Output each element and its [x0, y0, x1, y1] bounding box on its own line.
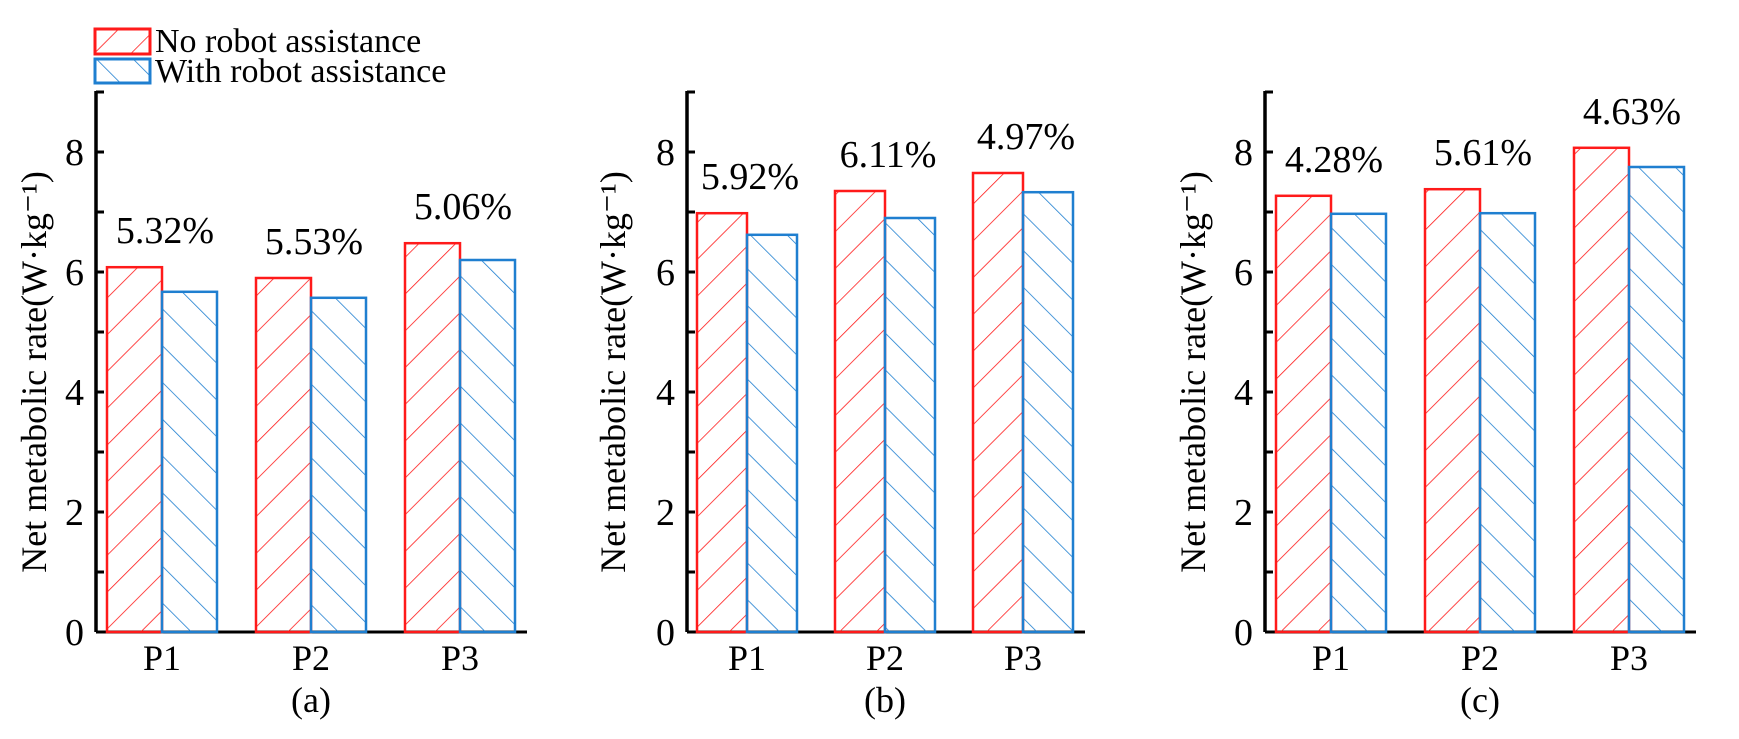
bar-with-assist-p3 [1021, 190, 1075, 634]
y-tick-label: 0 [1234, 612, 1253, 654]
bar-no-assist-p3 [403, 241, 462, 634]
percent-reduction-label: 4.97% [977, 116, 1075, 158]
y-tick-label: 0 [65, 612, 84, 654]
legend-swatch-with-assist [93, 57, 152, 85]
legend-label-with-assist: With robot assistance [155, 53, 446, 90]
chart-panel-a: 0 2 4 6 8 Net metabolic rate(W·kg⁻¹) 5.32% P1 5.… [14, 90, 527, 720]
bar-with-assist-p1 [745, 233, 799, 634]
chart-panel-b: 0 2 4 6 8 Net metabolic rate(W·kg⁻¹) 5.92% P1 6.… [593, 90, 1085, 720]
x-tick-label: P3 [1610, 638, 1648, 678]
legend-label-no-assist: No robot assistance [155, 23, 421, 60]
bar-with-assist-p3 [1627, 165, 1686, 634]
bar-with-assist-p3 [458, 258, 517, 634]
x-tick-label: P2 [292, 638, 330, 678]
y-tick-label: 4 [1234, 372, 1253, 414]
bar-no-assist-p1 [695, 211, 749, 634]
bar-no-assist-p1 [105, 265, 164, 634]
y-tick-label: 0 [656, 612, 675, 654]
percent-reduction-label: 5.61% [1434, 132, 1532, 174]
x-tick-label: P2 [1461, 638, 1499, 678]
panel-label: (a) [291, 680, 331, 720]
bar-with-assist-p2 [309, 296, 368, 634]
percent-reduction-label: 4.28% [1285, 139, 1383, 181]
x-tick-label: P1 [1312, 638, 1350, 678]
bar-with-assist-p2 [1478, 211, 1537, 634]
x-tick-label: P3 [441, 638, 479, 678]
y-axis-label: Net metabolic rate(W·kg⁻¹) [593, 171, 633, 573]
percent-reduction-label: 5.92% [701, 156, 799, 198]
y-tick-label: 8 [1234, 132, 1253, 174]
y-tick-label: 6 [656, 252, 675, 294]
x-tick-label: P1 [728, 638, 766, 678]
y-tick-label: 2 [1234, 492, 1253, 534]
panel-label: (b) [864, 680, 906, 720]
legend: No robot assistance With robot assistanc… [93, 23, 446, 90]
y-tick-label: 6 [1234, 252, 1253, 294]
bar-no-assist-p2 [833, 189, 887, 634]
bar-with-assist-p1 [1329, 212, 1388, 634]
chart-panel-c: 0 2 4 6 8 Net metabolic rate(W·kg⁻¹) 4.28% P1 5.… [1173, 90, 1696, 720]
y-tick-label: 2 [65, 492, 84, 534]
percent-reduction-label: 5.53% [265, 221, 363, 263]
x-tick-label: P3 [1004, 638, 1042, 678]
y-axis-label: Net metabolic rate(W·kg⁻¹) [14, 171, 54, 573]
bar-no-assist-p3 [971, 171, 1025, 634]
x-tick-label: P1 [143, 638, 181, 678]
percent-reduction-label: 4.63% [1583, 91, 1681, 133]
legend-swatch-no-assist [93, 27, 152, 56]
bar-with-assist-p2 [883, 216, 937, 634]
bar-no-assist-p2 [1423, 187, 1482, 634]
y-axis-label: Net metabolic rate(W·kg⁻¹) [1173, 171, 1213, 573]
y-tick-label: 6 [65, 252, 84, 294]
percent-reduction-label: 5.32% [116, 210, 214, 252]
panel-label: (c) [1460, 680, 1500, 720]
percent-reduction-label: 6.11% [840, 134, 937, 176]
y-tick-label: 4 [656, 372, 675, 414]
bar-no-assist-p1 [1274, 194, 1333, 634]
x-tick-label: P2 [866, 638, 904, 678]
bar-no-assist-p2 [254, 276, 313, 634]
bar-with-assist-p1 [160, 290, 219, 634]
y-tick-label: 4 [65, 372, 84, 414]
y-tick-label: 8 [656, 132, 675, 174]
y-tick-label: 2 [656, 492, 675, 534]
percent-reduction-label: 5.06% [414, 186, 512, 228]
y-tick-label: 8 [65, 132, 84, 174]
bar-no-assist-p3 [1572, 146, 1631, 634]
